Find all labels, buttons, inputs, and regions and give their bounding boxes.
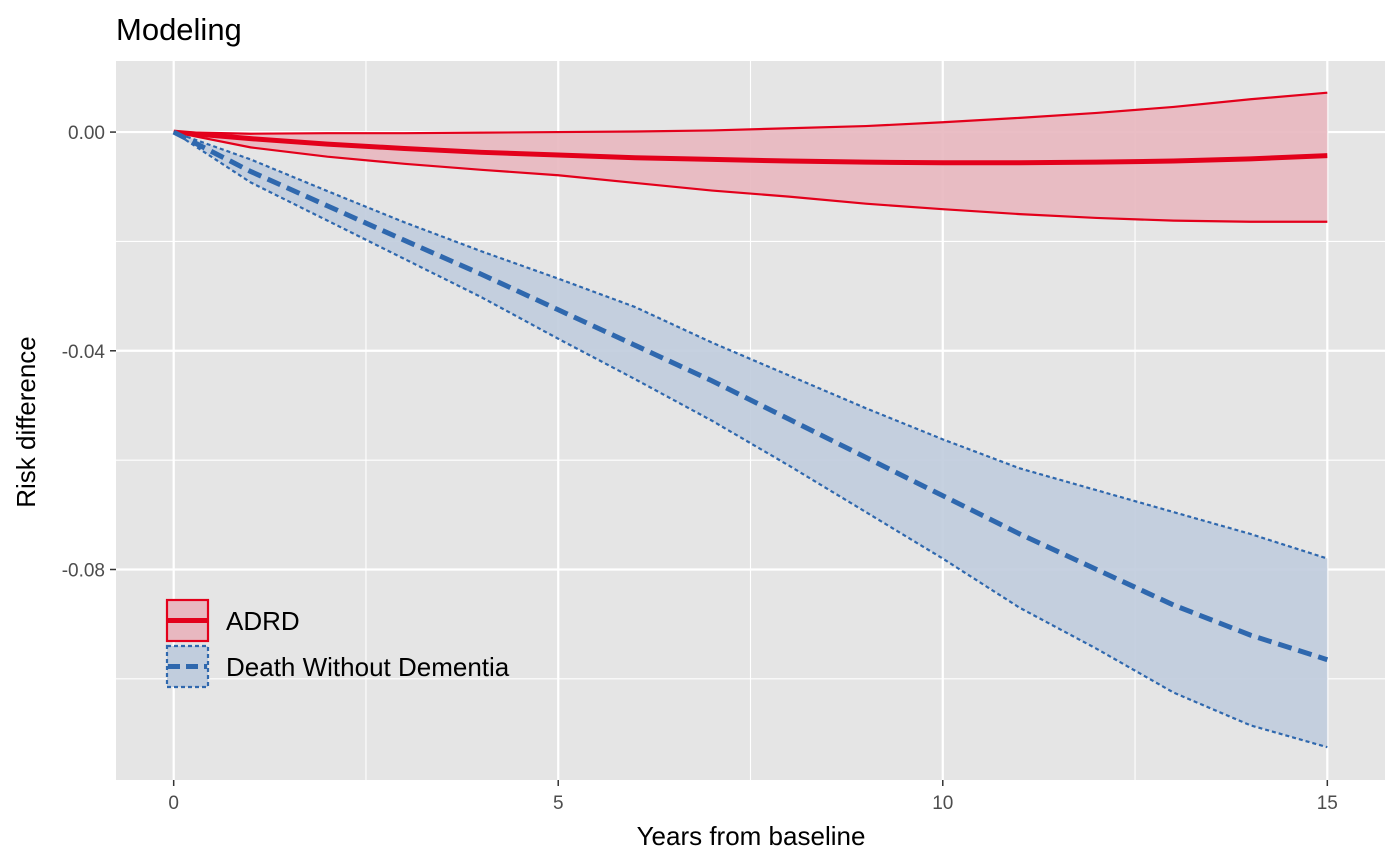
upper-bound-line <box>173 91 1328 135</box>
confidence-band <box>173 92 1328 222</box>
x-tick-label: 15 <box>1317 793 1338 814</box>
series-1 <box>172 129 1329 749</box>
legend-label: ADRD <box>226 606 300 636</box>
y-tick-label: -0.08 <box>62 560 105 581</box>
estimate-line <box>173 129 1328 166</box>
series-layer <box>172 91 1329 749</box>
lower-bound-line <box>173 131 1328 749</box>
axis-layer: 0 5 10 15 0.00 -0.04 -0.08 <box>62 123 1338 814</box>
upper-bound-line <box>173 131 1328 560</box>
lower-bound-line <box>173 131 1328 223</box>
legend-label: Death Without Dementia <box>226 652 510 682</box>
legend: ADRD Death Without Dementia <box>165 598 510 689</box>
series-0 <box>173 91 1328 223</box>
x-tick-label: 5 <box>553 793 564 814</box>
y-tick-label: 0.00 <box>68 123 105 144</box>
x-tick-label: 0 <box>168 793 179 814</box>
legend-item: ADRD <box>165 598 300 643</box>
y-tick-label: -0.04 <box>62 342 106 363</box>
legend-item: Death Without Dementia <box>165 644 510 689</box>
estimate-line <box>172 129 1329 663</box>
chart-title: Modeling <box>116 12 242 47</box>
x-tick-label: 10 <box>932 793 953 814</box>
confidence-band <box>173 132 1328 748</box>
y-axis-title: Risk difference <box>11 336 41 508</box>
x-axis-title: Years from baseline <box>637 821 866 851</box>
